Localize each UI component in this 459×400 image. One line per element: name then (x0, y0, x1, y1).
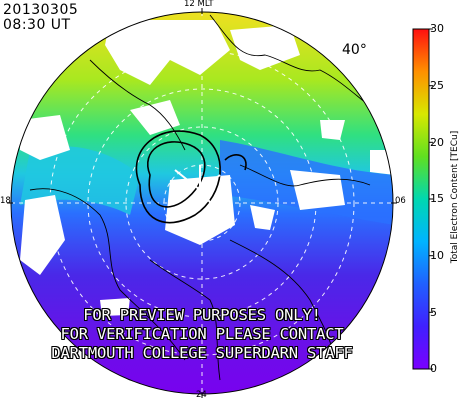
radar-spokes (174, 165, 221, 213)
watermark-line: FOR VERIFICATION PLEASE CONTACT (60, 325, 344, 343)
colorbar-tick: 10 (430, 249, 444, 262)
latitude-circles (11, 12, 393, 394)
mlt-ticks (7, 8, 397, 398)
mlt-label-top: 12 MLT (184, 0, 214, 9)
watermark-line: DARTMOUTH COLLEGE SUPERDARN STAFF (51, 344, 353, 362)
colorbar-title: Total Electron Content [TECu] (450, 130, 459, 264)
time-label: 08:30 UT (3, 17, 71, 33)
colorbar-tick: 0 (430, 362, 437, 375)
colorbar-tick: 25 (430, 79, 444, 92)
mlt-label-bottom: 24 (196, 390, 207, 400)
watermark: FOR PREVIEW PURPOSES ONLY! FOR VERIFICAT… (0, 306, 404, 363)
colorbar-tick: 5 (430, 306, 437, 319)
convection-contours (135, 130, 247, 224)
colorbar-tick: 30 (430, 22, 444, 35)
mlt-label-left: 18 (0, 196, 11, 206)
data-gaps (20, 20, 393, 316)
coastlines (29, 14, 376, 381)
date-label: 20130305 (3, 2, 79, 18)
colorbar-tick: 20 (430, 136, 444, 149)
watermark-line: FOR PREVIEW PURPOSES ONLY! (83, 306, 321, 324)
colorbar-tick: 15 (430, 192, 444, 205)
mlt-label-right: 06 (395, 196, 406, 206)
latitude-label: 40° (342, 42, 367, 58)
colorbar (412, 28, 433, 370)
